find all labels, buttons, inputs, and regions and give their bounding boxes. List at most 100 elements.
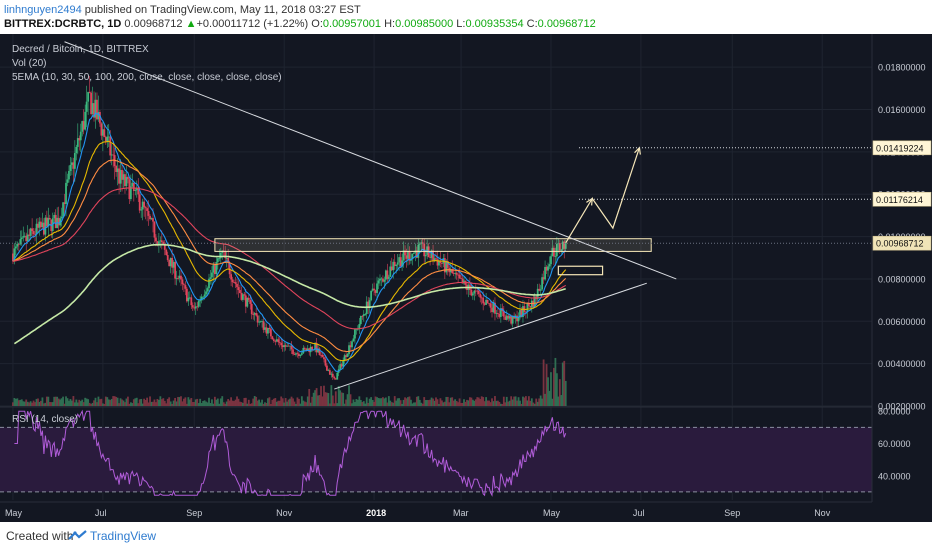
candle-body — [479, 293, 482, 298]
volume-bar — [311, 396, 314, 406]
time-tick-label: Mar — [453, 508, 469, 518]
volume-bar — [402, 399, 405, 406]
arrow-head-icon — [586, 197, 593, 206]
ema-200-line — [13, 243, 566, 345]
time-tick-label: Sep — [186, 508, 202, 518]
candle-body — [101, 129, 104, 136]
volume-bar — [510, 396, 513, 406]
candle-body — [37, 223, 39, 228]
volume-bar — [35, 398, 38, 406]
volume-bar — [41, 397, 44, 406]
volume-bar — [300, 396, 303, 406]
volume-bar — [264, 402, 266, 406]
candle-body — [368, 300, 371, 308]
candle-body — [488, 303, 490, 305]
volume-bar — [37, 398, 39, 406]
volume-bar — [471, 399, 474, 406]
candle-body — [274, 340, 277, 342]
volume-bar — [511, 399, 514, 406]
volume-bar — [88, 402, 91, 406]
volume-bar — [65, 396, 67, 406]
candle-body — [129, 186, 132, 200]
candle-body — [81, 121, 84, 132]
rsi-tick-label: 40.0000 — [878, 471, 911, 481]
volume-bar — [445, 396, 448, 406]
volume-bar — [536, 401, 539, 406]
candle-body — [287, 345, 290, 347]
candle-body — [526, 303, 529, 312]
volume-bar — [361, 402, 364, 406]
candle-body — [241, 294, 244, 300]
volume-bar — [526, 400, 529, 406]
volume-bar — [539, 395, 542, 406]
candle-body — [28, 234, 31, 236]
candle-body — [149, 215, 151, 220]
candle-body — [79, 131, 82, 141]
volume-bar — [203, 400, 206, 406]
candle-body — [53, 214, 56, 219]
volume-bar — [519, 400, 521, 406]
candle-body — [225, 257, 228, 259]
volume-bar — [240, 402, 243, 406]
volume-bar — [352, 399, 355, 406]
volume-bar — [492, 401, 495, 406]
volume-bar — [184, 397, 187, 406]
candle-body — [445, 261, 448, 273]
volume-bar — [127, 396, 129, 406]
candle-body — [75, 146, 78, 154]
volume-bar — [134, 398, 137, 406]
volume-bar — [435, 397, 437, 406]
candle-body — [174, 261, 176, 279]
candle-body — [134, 190, 137, 192]
price-label-text: 0.00968712 — [876, 239, 924, 249]
volume-bar — [221, 396, 224, 406]
candle-body — [533, 296, 536, 307]
chart-area[interactable]: 0.018000000.016000000.014000000.01200000… — [0, 34, 932, 522]
candle-body — [438, 260, 440, 266]
volume-bar — [59, 399, 62, 406]
candle-body — [71, 162, 73, 165]
volume-bar — [542, 359, 545, 406]
candle-body — [166, 255, 169, 260]
candle-body — [449, 269, 452, 273]
candle-body — [499, 308, 502, 317]
volume-bar — [93, 400, 95, 406]
candle-body — [107, 136, 110, 138]
candle-body — [100, 123, 103, 136]
volume-bar — [345, 399, 347, 406]
candle-body — [191, 305, 194, 308]
candle-body — [63, 202, 66, 204]
candle-body — [26, 234, 29, 242]
volume-bar — [467, 400, 470, 406]
time-tick-label: Jul — [633, 508, 645, 518]
volume-bar — [392, 402, 395, 406]
volume-bar — [337, 385, 340, 406]
time-tick-label: May — [543, 508, 561, 518]
rsi-tick-label: 80.0000 — [878, 407, 911, 417]
candle-body — [476, 290, 479, 292]
candle-body — [330, 373, 333, 375]
candle-body — [104, 137, 107, 142]
volume-bar — [286, 401, 289, 406]
candle-body — [121, 169, 123, 180]
candle-body — [32, 231, 35, 234]
volume-bar — [230, 397, 233, 406]
volume-bar — [90, 403, 92, 406]
ema-30-line — [12, 140, 567, 362]
tradingview-link[interactable]: TradingView — [90, 529, 157, 543]
candle-body — [292, 349, 294, 355]
candle-body — [331, 373, 334, 378]
footer: Created with TradingView — [0, 522, 932, 550]
username-link[interactable]: linhnguyen2494 — [4, 4, 82, 16]
candle-body — [536, 288, 539, 300]
volume-bar — [73, 402, 76, 406]
volume-bar — [544, 393, 546, 406]
legend-rsi: RSI (14, close) — [12, 414, 79, 425]
volume-bar — [348, 385, 350, 406]
volume-bar — [72, 396, 75, 406]
volume-bar — [247, 399, 250, 406]
candle-body — [267, 327, 269, 334]
candle-body — [259, 321, 262, 323]
volume-bar — [172, 400, 175, 406]
price-chart[interactable]: 0.018000000.016000000.014000000.01200000… — [0, 34, 932, 522]
